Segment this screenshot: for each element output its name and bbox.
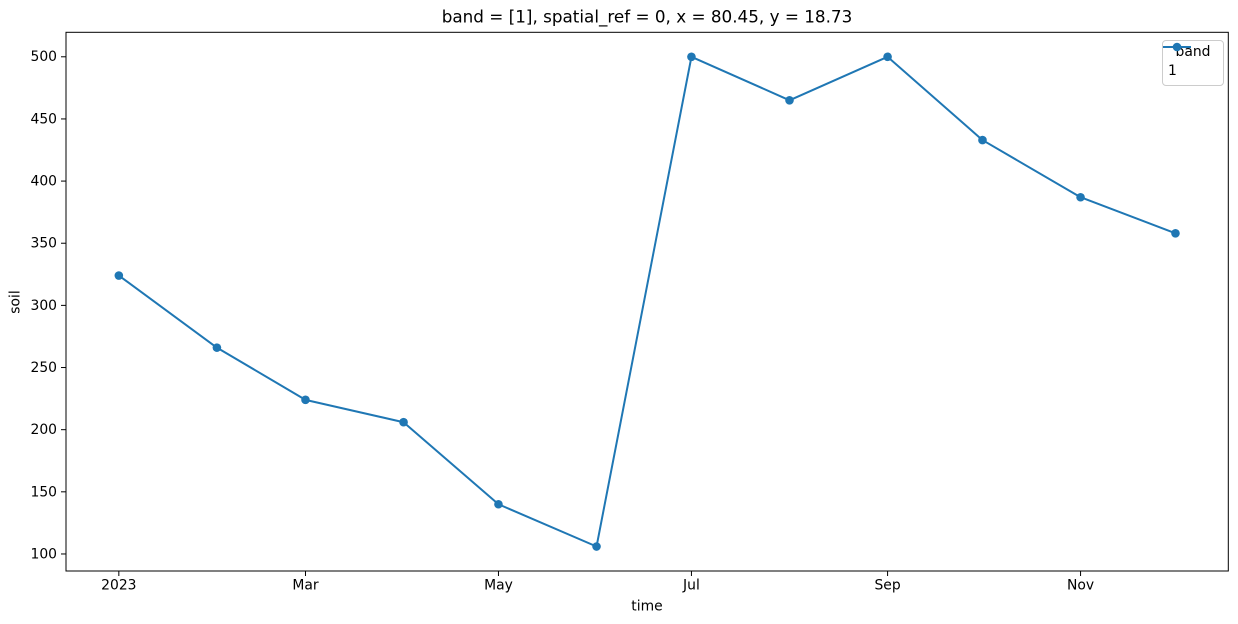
data-point: [212, 343, 222, 352]
data-point: [592, 542, 601, 551]
data-point: [301, 395, 310, 405]
data-point: [1171, 228, 1180, 238]
x-tick-label: Nov: [1067, 578, 1094, 594]
data-point: [494, 499, 503, 509]
y-tick-label: 450: [30, 111, 57, 127]
y-axis-label: soil: [7, 290, 23, 313]
chart-title: band = [1], spatial_ref = 0, x = 80.45, …: [442, 6, 853, 27]
data-line: [118, 55, 1176, 548]
y-tick-label: 250: [30, 360, 57, 376]
data-point: [785, 95, 794, 105]
y-tick-label: 500: [30, 49, 57, 65]
data-point: [1076, 192, 1085, 202]
data-point: [687, 52, 696, 62]
y-tick-label: 200: [30, 422, 57, 438]
legend-marker-icon: [1163, 42, 1191, 52]
data-point: [978, 135, 987, 145]
x-tick-label: Jul: [682, 578, 700, 594]
y-tick-label: 300: [30, 298, 57, 314]
data-point: [399, 417, 408, 427]
x-tick-label: Sep: [874, 578, 900, 594]
y-tick-label: 350: [30, 236, 57, 252]
x-tick-label: Mar: [292, 578, 318, 594]
data-point: [114, 271, 124, 280]
y-tick-label: 100: [30, 546, 57, 562]
x-axis-label: time: [631, 599, 662, 615]
data-point: [883, 52, 892, 62]
y-tick-label: 400: [30, 174, 57, 190]
legend-entry: 1: [1163, 42, 1218, 80]
y-tick-label: 150: [30, 484, 57, 500]
plot-area: 100 150 200 250 300 350 400 450 500 2023 Mar May Jul…: [30, 31, 1229, 594]
x-tick-label: May: [484, 578, 513, 594]
plot-border: [65, 31, 1229, 572]
legend-entry-label: 1: [1168, 63, 1177, 79]
legend: band 1: [1162, 40, 1224, 86]
legend-dot-sample: [1172, 42, 1182, 52]
x-tick-label: 2023: [101, 578, 136, 594]
